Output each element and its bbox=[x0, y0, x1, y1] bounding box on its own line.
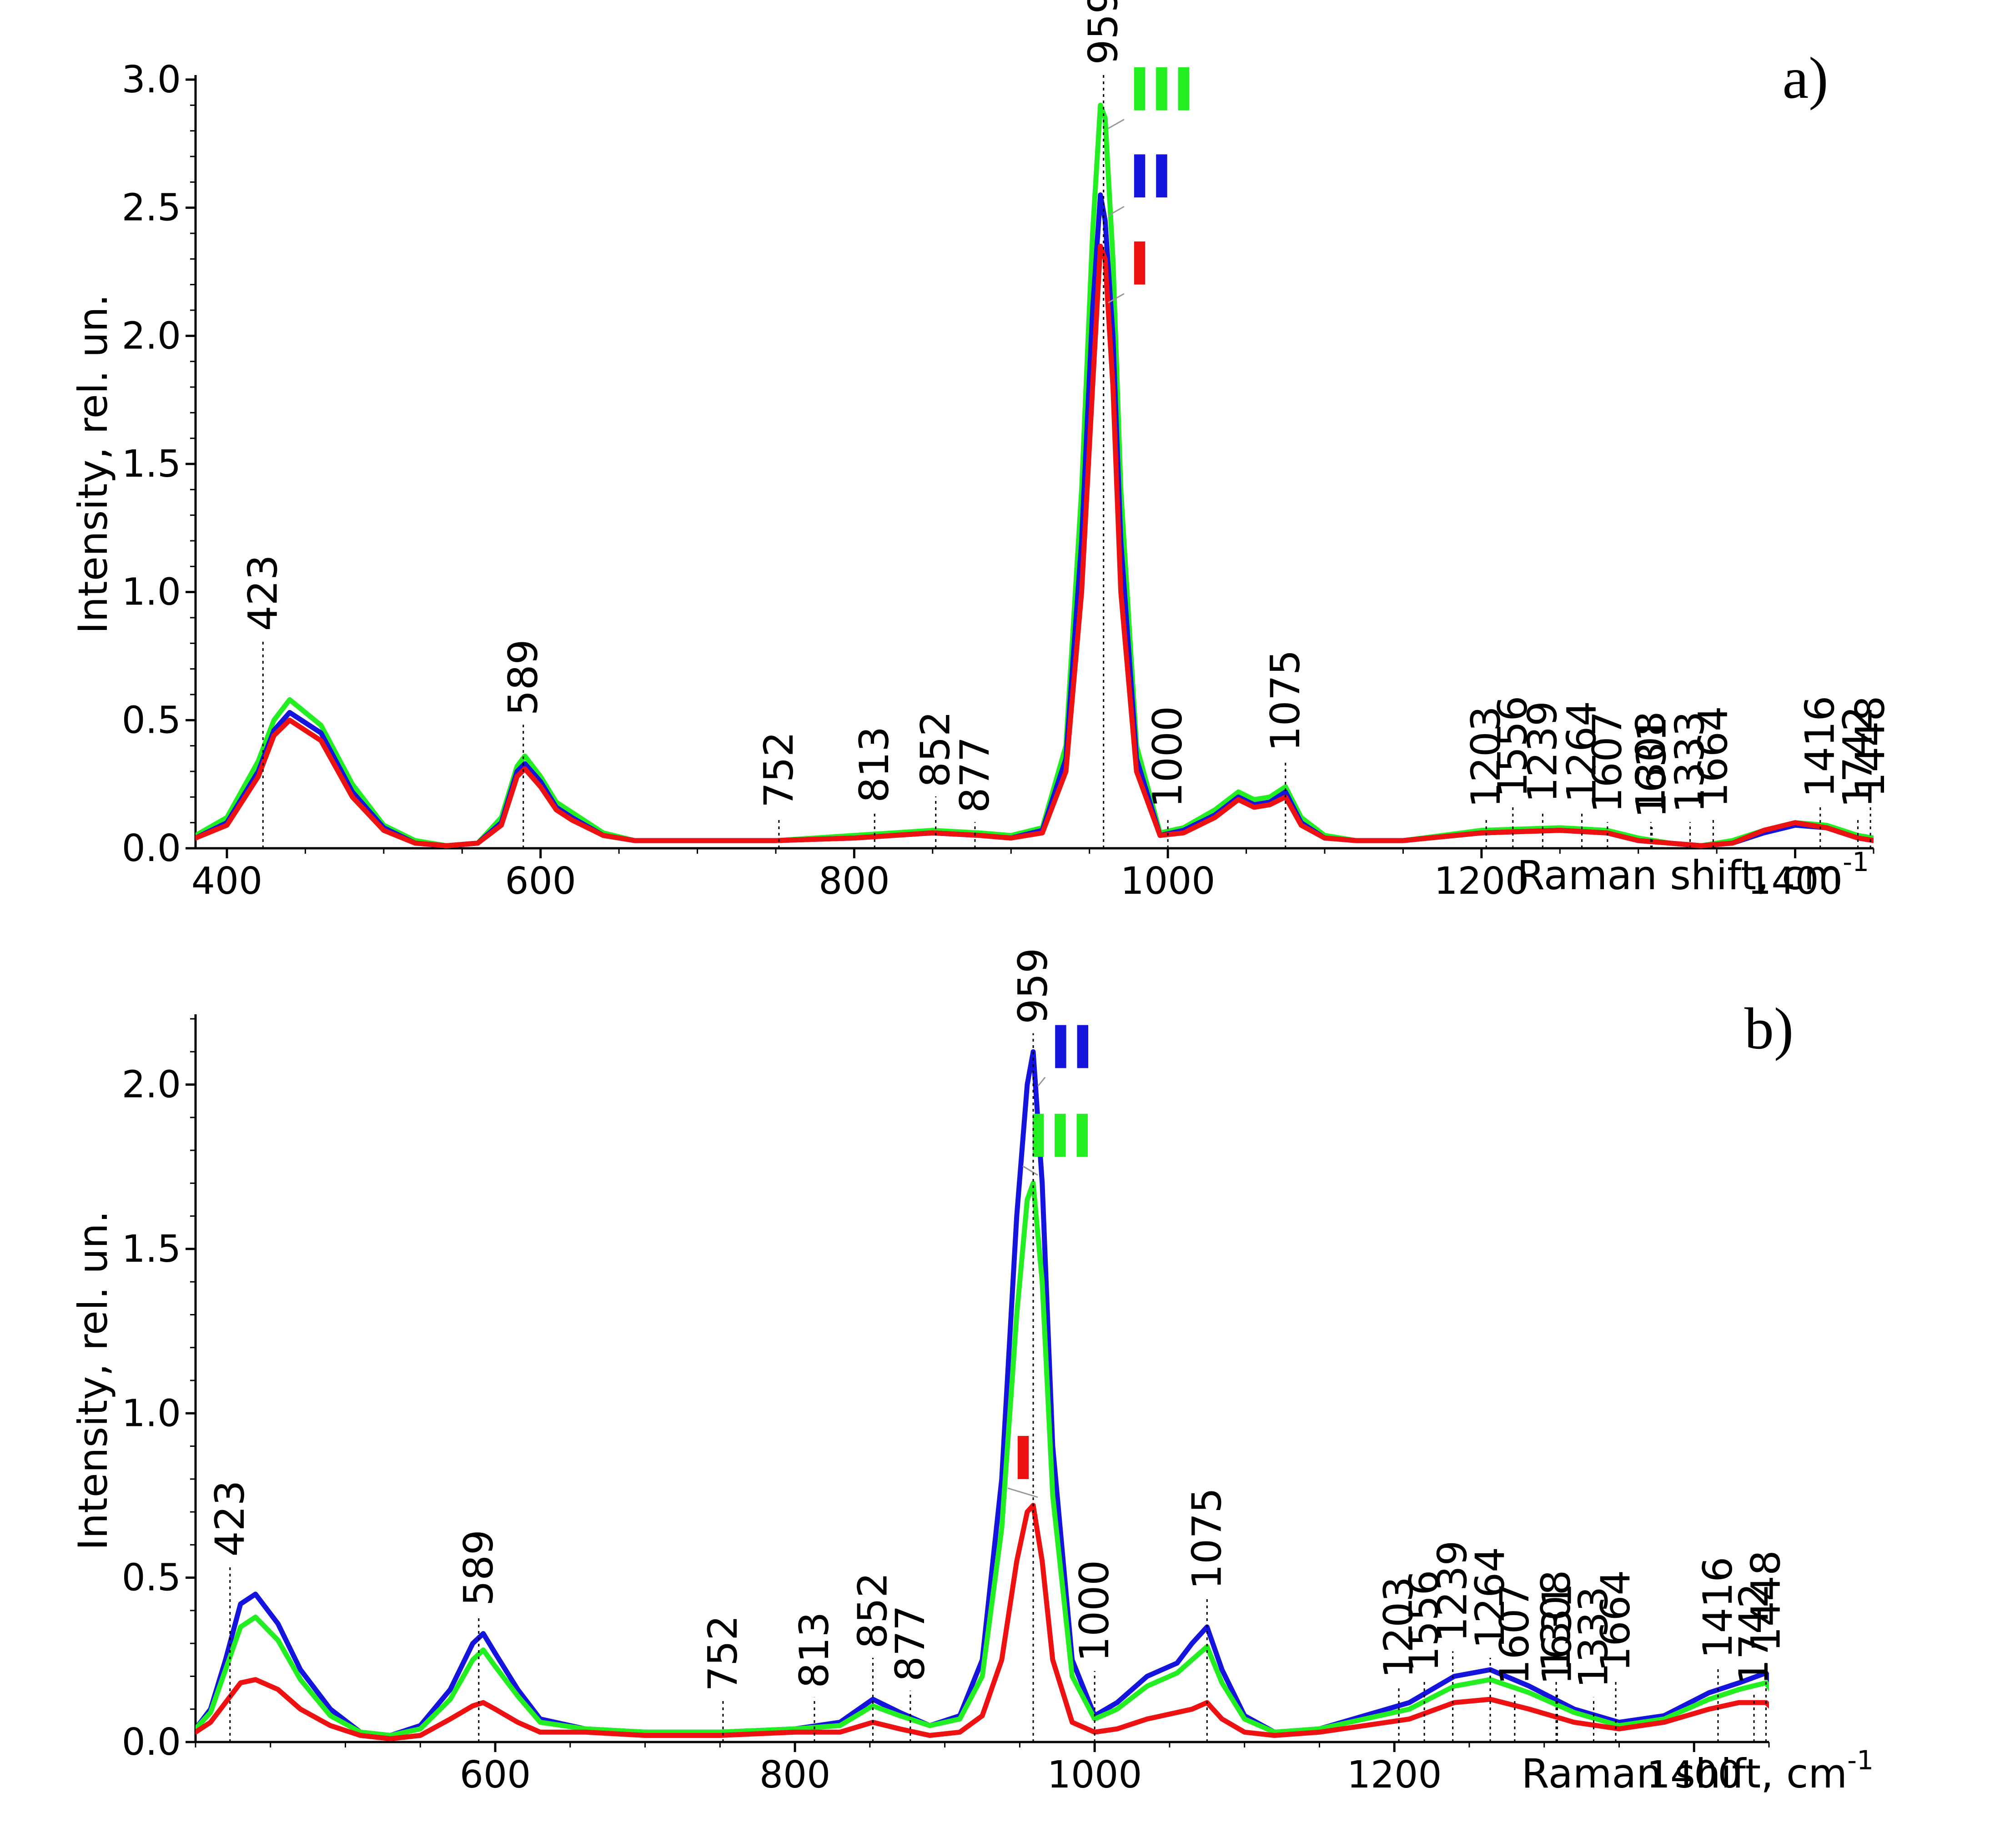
peak-label: 1075 bbox=[1262, 650, 1309, 751]
peak-label: 1308 bbox=[1627, 711, 1674, 813]
peak-label: 1000 bbox=[1071, 1560, 1118, 1662]
x-tick-label: 400 bbox=[191, 860, 263, 903]
peak-label: 1664 bbox=[1689, 706, 1736, 808]
peak-label: 852 bbox=[849, 1572, 896, 1649]
x-axis-title-superscript: -1 bbox=[1847, 1745, 1874, 1776]
peak-label: 852 bbox=[912, 711, 959, 787]
series-line-I bbox=[196, 1503, 1769, 1742]
y-axis-title: Intensity, rel. un. bbox=[70, 294, 116, 634]
x-tick-label: 800 bbox=[819, 860, 890, 903]
peak-label: 877 bbox=[887, 1605, 934, 1682]
x-tick-label: 1200 bbox=[1347, 1753, 1442, 1797]
x-tick-label: 1000 bbox=[1047, 1753, 1142, 1797]
x-tick-label: 1400 bbox=[1647, 1753, 1742, 1797]
peak-label: 877 bbox=[951, 736, 998, 813]
y-tick-label: 0.0 bbox=[122, 1721, 181, 1764]
peak-label: 1742 bbox=[1730, 1583, 1777, 1685]
series-label-leader bbox=[1107, 293, 1125, 303]
peak-label: 1607 bbox=[1584, 711, 1631, 813]
panel-b: 0.0 0.5 1.0 1.5 2.0 600 800 1000 1200 1400 Intensi… bbox=[70, 948, 1874, 1797]
y-axis-title: Intensity, rel. un. bbox=[70, 1210, 116, 1550]
x-tick-label: 600 bbox=[505, 860, 576, 903]
y-tick-label: 1.5 bbox=[122, 443, 181, 486]
peak-label: 1556 bbox=[1401, 1570, 1447, 1672]
peak-label: 1239 bbox=[1519, 701, 1566, 803]
series-label-III: III bbox=[1027, 1102, 1093, 1171]
peak-label: 959 bbox=[1080, 0, 1127, 65]
series-group bbox=[196, 1049, 1769, 1742]
y-tick-label: 1.5 bbox=[122, 1228, 181, 1271]
x-tick-label: 1200 bbox=[1434, 860, 1529, 903]
y-tick-label: 2.0 bbox=[122, 314, 181, 358]
y-tick-label: 1.0 bbox=[122, 1392, 181, 1435]
y-tick-label: 3.0 bbox=[122, 58, 181, 101]
series-label-leader bbox=[1107, 206, 1125, 217]
series-line-I bbox=[196, 243, 1874, 848]
peak-label: 1607 bbox=[1491, 1583, 1538, 1685]
peak-label: 1664 bbox=[1592, 1570, 1639, 1672]
peak-label: 1742 bbox=[1834, 706, 1881, 808]
peak-label: 1075 bbox=[1183, 1488, 1230, 1590]
x-axis-title: Raman shift, cm-1 bbox=[1517, 846, 1869, 899]
series-label-leader bbox=[1022, 1165, 1038, 1176]
series-label-III: III bbox=[1129, 55, 1195, 125]
y-tick-label: 0.5 bbox=[122, 1556, 181, 1600]
series-label-leader bbox=[1007, 1487, 1038, 1498]
peak-label: 423 bbox=[239, 554, 286, 631]
y-tick-label: 1.0 bbox=[122, 571, 181, 614]
series-label-leader bbox=[1037, 1077, 1046, 1087]
peak-label: 1264 bbox=[1558, 701, 1605, 803]
panel-label: b) bbox=[1744, 996, 1794, 1062]
peak-label: 1416 bbox=[1694, 1557, 1741, 1659]
y-tick-label: 0.0 bbox=[122, 827, 181, 870]
peak-label: 1631 bbox=[1628, 716, 1675, 818]
peak-label: 1556 bbox=[1489, 696, 1536, 798]
peak-label: 1203 bbox=[1375, 1576, 1422, 1678]
series-group bbox=[196, 102, 1874, 848]
y-tick-label: 0.5 bbox=[122, 699, 181, 742]
x-tick-label: 1400 bbox=[1748, 860, 1843, 903]
peak-label: 1631 bbox=[1533, 1583, 1580, 1685]
peak-label: 1203 bbox=[1462, 706, 1509, 808]
peak-label: 1448 bbox=[1742, 1550, 1789, 1652]
peak-label: 589 bbox=[455, 1530, 502, 1606]
series-label-II: II bbox=[1129, 142, 1173, 211]
series-line-III bbox=[196, 1180, 1769, 1738]
peak-label: 1333 bbox=[1667, 711, 1714, 813]
x-tick-label: 800 bbox=[759, 1753, 831, 1797]
series-label-I: I bbox=[1129, 230, 1151, 299]
peak-label: 1333 bbox=[1570, 1586, 1617, 1688]
peak-label: 752 bbox=[755, 731, 802, 808]
peak-label: 1239 bbox=[1429, 1540, 1476, 1642]
peak-label: 423 bbox=[206, 1480, 253, 1557]
peak-label: 1264 bbox=[1467, 1547, 1513, 1649]
peak-label: 1308 bbox=[1533, 1570, 1579, 1672]
panel-label: a) bbox=[1783, 45, 1829, 111]
y-tick-label: 2.5 bbox=[122, 186, 181, 230]
peak-label: 1416 bbox=[1797, 696, 1844, 798]
peak-label: 1448 bbox=[1847, 696, 1894, 798]
x-axis-title-superscript: -1 bbox=[1843, 846, 1869, 877]
series-label-II: II bbox=[1050, 1013, 1094, 1082]
x-tick-label: 1000 bbox=[1121, 860, 1216, 903]
x-tick-label: 600 bbox=[460, 1753, 531, 1797]
y-tick-label: 2.0 bbox=[122, 1063, 181, 1107]
panel-a: 0.0 0.5 1.0 1.5 2.0 2.5 3.0 400 600 800 1000 1200 14… bbox=[70, 0, 1894, 903]
peak-label: 813 bbox=[791, 1612, 838, 1688]
peak-label: 813 bbox=[851, 726, 898, 803]
series-label-I: I bbox=[1012, 1424, 1034, 1493]
x-axis-title-text: Raman shift, cm bbox=[1522, 1750, 1848, 1797]
x-axis-title: Raman shift, cm-1 bbox=[1522, 1745, 1874, 1797]
peak-label: 959 bbox=[1010, 948, 1056, 1024]
peak-label: 1000 bbox=[1144, 706, 1191, 808]
series-label-leader bbox=[1107, 119, 1125, 129]
x-axis-title-text: Raman shift, cm bbox=[1517, 852, 1843, 899]
peak-label: 752 bbox=[699, 1615, 746, 1692]
peak-label: 589 bbox=[500, 639, 547, 715]
